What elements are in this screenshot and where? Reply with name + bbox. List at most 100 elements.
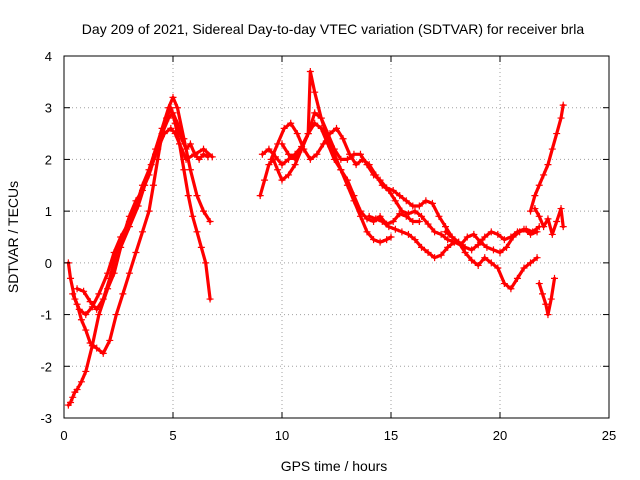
data-point — [389, 186, 397, 194]
data-point — [352, 161, 360, 169]
data-point — [200, 207, 208, 215]
data-point — [389, 217, 397, 225]
data-point — [409, 202, 417, 210]
data-point — [391, 225, 399, 233]
data-point — [191, 150, 199, 158]
data-point — [291, 155, 299, 163]
data-point — [378, 217, 386, 225]
data-point — [298, 145, 306, 153]
data-point — [455, 238, 463, 246]
data-point — [293, 130, 301, 138]
data-point — [387, 233, 395, 241]
data-point — [551, 274, 558, 282]
data-point — [337, 166, 345, 174]
data-point — [125, 269, 133, 277]
data-point — [363, 161, 371, 169]
x-tick-label: 20 — [493, 428, 507, 443]
y-tick-label: -1 — [40, 308, 52, 323]
data-point — [411, 236, 419, 244]
series-arc-9 — [365, 212, 543, 262]
data-point — [516, 228, 524, 236]
data-point — [178, 135, 186, 143]
data-point — [544, 161, 552, 169]
data-point — [169, 93, 177, 101]
data-point — [535, 212, 543, 220]
data-point — [559, 223, 567, 231]
data-point — [363, 228, 371, 236]
data-point — [428, 199, 436, 207]
data-point — [350, 150, 358, 158]
data-point — [324, 130, 332, 138]
x-tick-label: 25 — [602, 428, 616, 443]
series-arc-12 — [535, 274, 558, 319]
data-point — [182, 145, 190, 153]
data-point — [424, 249, 432, 257]
data-point — [119, 233, 127, 241]
data-point — [444, 236, 452, 244]
data-point — [370, 236, 378, 244]
data-point — [535, 280, 543, 288]
data-point — [487, 228, 495, 236]
data-point — [418, 243, 426, 251]
data-point — [370, 171, 378, 179]
data-point — [383, 184, 391, 192]
data-point — [404, 210, 412, 218]
data-point — [206, 295, 214, 303]
data-point — [95, 290, 103, 298]
y-tick-label: 4 — [45, 49, 52, 64]
data-point — [306, 68, 314, 76]
data-point — [95, 311, 103, 319]
data-point — [261, 176, 269, 184]
data-point — [202, 259, 210, 267]
data-point — [82, 367, 90, 375]
data-point — [258, 150, 266, 158]
data-point — [409, 217, 417, 225]
y-tick-label: -2 — [40, 359, 52, 374]
data-point — [106, 336, 114, 344]
data-point — [487, 259, 495, 267]
data-point — [559, 101, 567, 109]
data-point — [356, 207, 364, 215]
series-line — [533, 207, 565, 236]
y-tick-label: 2 — [45, 152, 52, 167]
data-point — [82, 326, 90, 334]
series-line — [71, 106, 212, 355]
data-point — [311, 88, 319, 96]
data-point — [500, 280, 508, 288]
data-point — [547, 295, 555, 303]
data-point — [278, 176, 286, 184]
data-point — [383, 236, 391, 244]
data-point — [145, 207, 153, 215]
data-point — [82, 311, 90, 319]
data-point — [431, 254, 439, 262]
data-point — [265, 161, 273, 169]
data-point — [533, 254, 541, 262]
series-arc-10 — [442, 228, 541, 293]
data-point — [398, 228, 406, 236]
data-point — [535, 181, 543, 189]
data-point — [186, 140, 194, 148]
data-point — [415, 202, 423, 210]
series-arc-8 — [278, 109, 541, 254]
series-line — [280, 111, 539, 252]
ticks: 0 5 10 15 20 25 -3 -2 -1 0 1 2 3 4 — [40, 49, 616, 443]
data-point — [494, 230, 502, 238]
data-point — [80, 287, 88, 295]
data-point — [67, 274, 75, 282]
data-point — [186, 166, 194, 174]
data-point — [73, 300, 81, 308]
y-tick-label: 1 — [45, 204, 52, 219]
x-tick-label: 15 — [384, 428, 398, 443]
data-point — [343, 176, 351, 184]
data-point — [540, 171, 548, 179]
data-point — [468, 246, 476, 254]
data-point — [513, 274, 521, 282]
data-point — [173, 104, 181, 112]
data-point — [424, 220, 432, 228]
series-layer — [64, 68, 567, 409]
data-point — [278, 161, 286, 169]
data-point — [548, 145, 556, 153]
data-point — [365, 212, 373, 220]
data-point — [444, 243, 452, 251]
